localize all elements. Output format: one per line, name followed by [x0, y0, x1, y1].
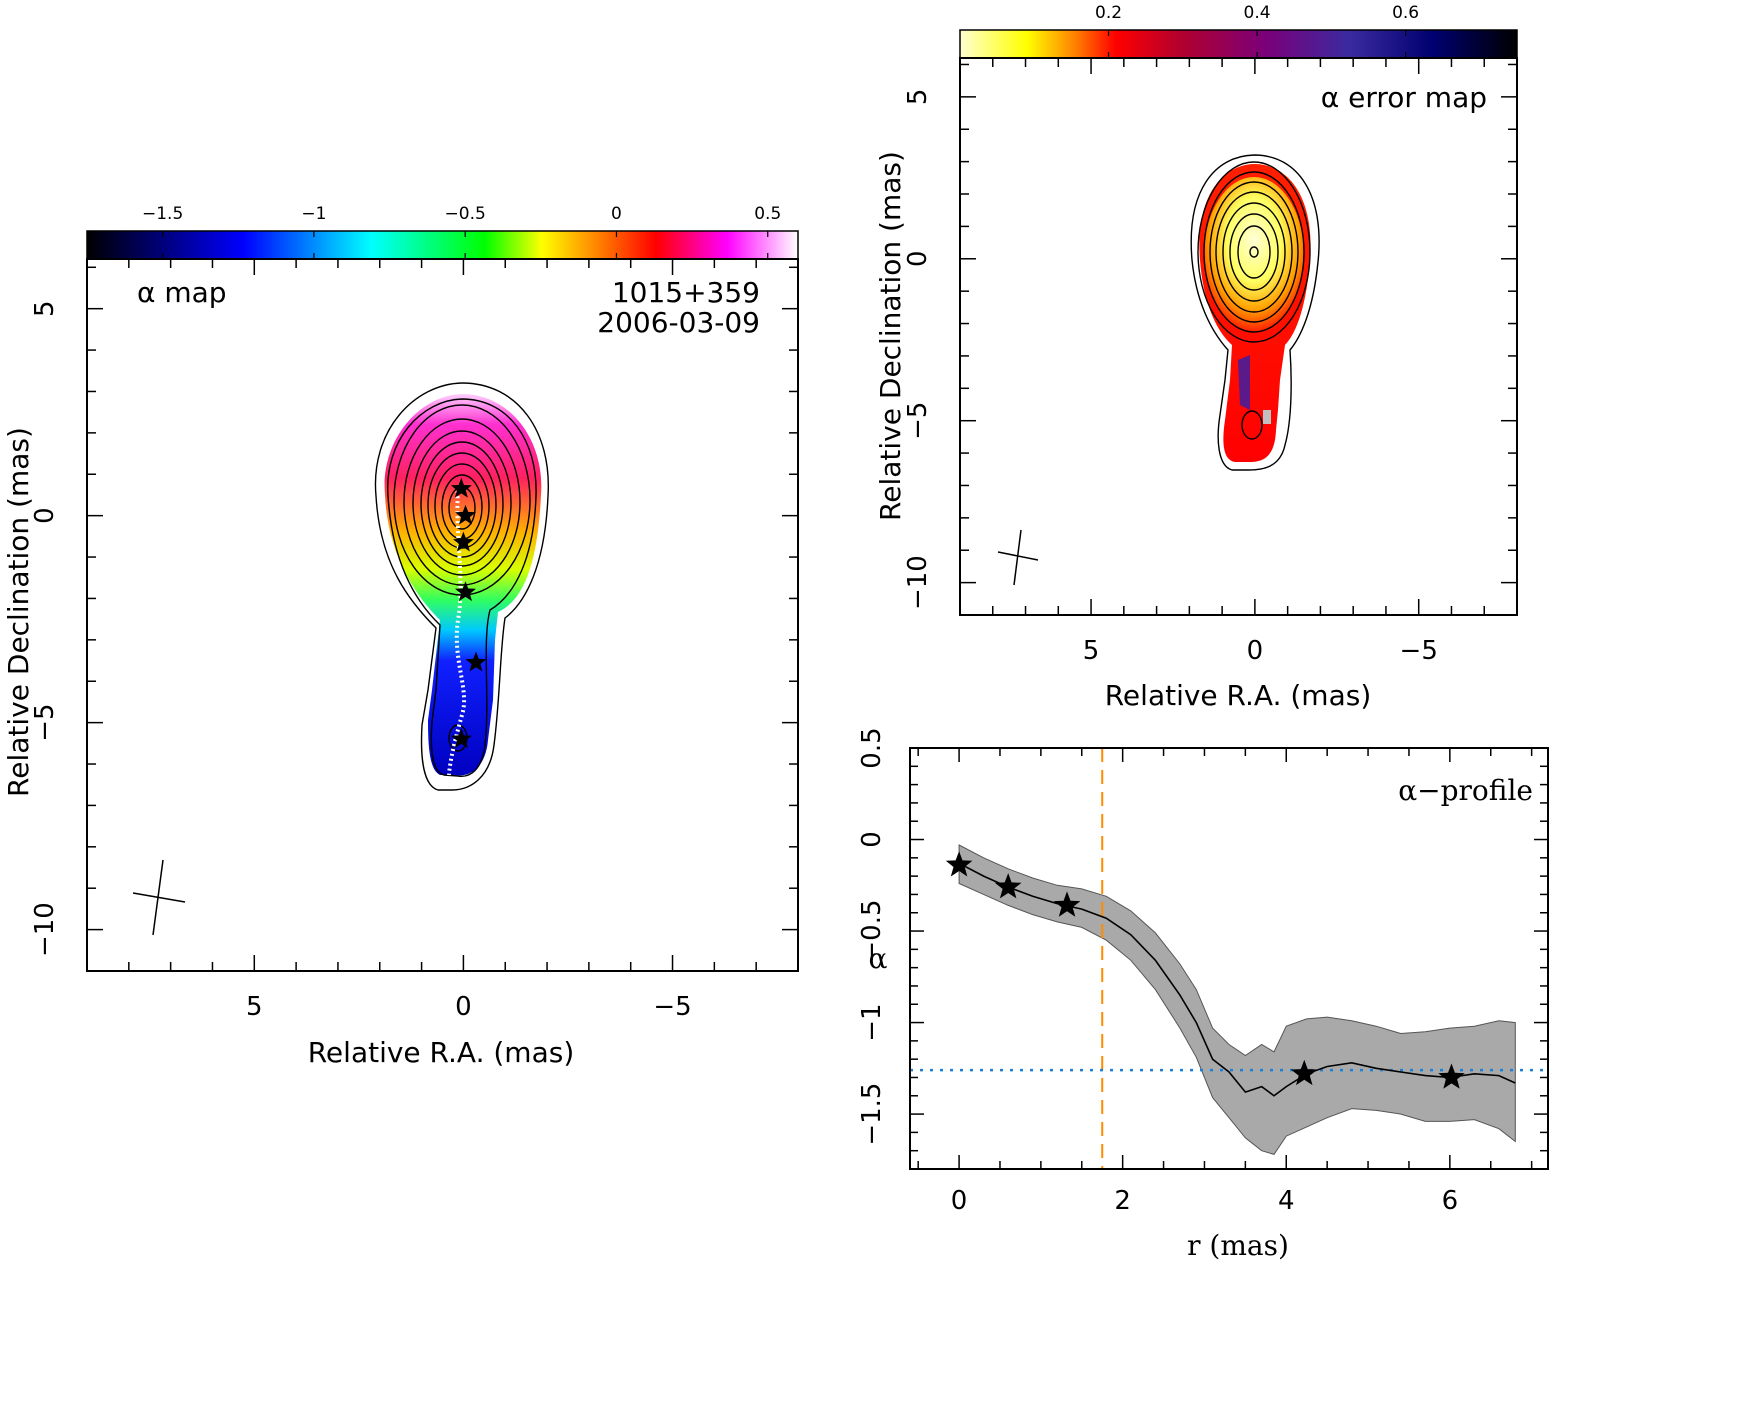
- component-star-marker: [455, 581, 476, 602]
- y-tick-label: 5: [903, 89, 933, 106]
- y-tick-label: −1.5: [857, 1083, 887, 1146]
- x-tick-label: −5: [653, 992, 691, 1022]
- profile-star-marker: [1438, 1063, 1465, 1089]
- y-tick-label: 0.5: [857, 727, 887, 768]
- profile-panel: 0 2 4 6 0.5 0 −0.5 −1 −1.5 α−profile r (mas) α: [857, 727, 1549, 1262]
- alpha-ylabel: Relative Declination (mas): [2, 427, 35, 797]
- colorbar-tick-label: −1: [301, 204, 326, 224]
- profile-xlabel: r (mas): [1187, 1229, 1289, 1262]
- x-tick-label: 4: [1278, 1186, 1295, 1216]
- alpha-colorbar-ticks: −1.5 −1 −0.5 0 0.5: [142, 204, 781, 259]
- alpha-map-panel: −1.5 −1 −0.5 0 0.5 5 0 −550−: [2, 204, 799, 1069]
- alpha-jet-image: [374, 382, 549, 791]
- x-tick-label: 0: [951, 1186, 968, 1216]
- error-plot-frame: [959, 57, 1518, 616]
- error-ylabel: Relative Declination (mas): [874, 151, 907, 521]
- y-tick-label: 0: [903, 251, 933, 268]
- colorbar-tick-label: 0.5: [754, 204, 781, 224]
- error-colorbar-ticks: 0.2 0.4 0.6: [1095, 3, 1419, 58]
- profile-plot-area: [910, 748, 1548, 1169]
- colorbar-tick-label: 0.2: [1095, 3, 1122, 23]
- profile-axes: 0 2 4 6 0.5 0 −0.5 −1 −1.5: [857, 727, 1548, 1216]
- profile-star-marker: [945, 851, 973, 877]
- profile-ylabel: α: [869, 942, 888, 975]
- x-tick-label: 0: [455, 992, 472, 1022]
- y-tick-label: 0: [857, 831, 887, 848]
- alpha-colorbar: [86, 230, 799, 260]
- error-colorbar: [959, 29, 1518, 59]
- y-tick-label: −5: [30, 703, 60, 741]
- y-tick-label: −5: [903, 402, 933, 440]
- profile-plot-frame: [909, 747, 1549, 1170]
- x-tick-label: 5: [246, 992, 263, 1022]
- y-tick-label: 0: [30, 507, 60, 524]
- error-axes: 5 0 −5 5 0 −5 −10: [903, 58, 1517, 666]
- component-star-marker: [450, 728, 472, 749]
- error-map-panel: 0.2 0.4 0.6 5 0 −5 5 0 −5 −10: [874, 3, 1518, 712]
- alpha-source-name: 1015+359: [612, 276, 760, 309]
- error-map-label: α error map: [1321, 81, 1487, 114]
- alpha-beam: [132, 859, 186, 936]
- component-star-marker: [453, 531, 474, 552]
- error-band: [958, 844, 1516, 1155]
- component-star-marker: [450, 477, 472, 498]
- alpha-obs-date: 2006-03-09: [597, 306, 760, 339]
- x-tick-label: 6: [1442, 1186, 1459, 1216]
- y-tick-label: −10: [30, 902, 60, 957]
- x-tick-label: −5: [1400, 636, 1438, 666]
- error-jet-image: [1190, 154, 1320, 471]
- y-tick-label: −0.5: [857, 899, 887, 962]
- profile-star-marker: [1053, 891, 1081, 917]
- alpha-axes: 5 0 −5 5 0 −5 −10: [30, 259, 798, 1022]
- component-star-marker: [465, 651, 487, 672]
- profile-star-marker: [994, 873, 1022, 899]
- colorbar-tick-label: −0.5: [445, 204, 486, 224]
- colorbar-tick-label: 0: [611, 204, 622, 224]
- profile-star-marker: [1290, 1059, 1318, 1086]
- y-tick-label: −1: [857, 1003, 887, 1041]
- colorbar-tick-label: −1.5: [142, 204, 183, 224]
- profile-label: α−profile: [1398, 774, 1533, 807]
- alpha-map-markers: [450, 477, 487, 749]
- colorbar-tick-label: 0.6: [1392, 3, 1419, 23]
- y-tick-label: 5: [30, 300, 60, 317]
- alpha-xlabel: Relative R.A. (mas): [308, 1036, 575, 1069]
- error-xlabel: Relative R.A. (mas): [1105, 679, 1372, 712]
- colorbar-tick-label: 0.4: [1244, 3, 1271, 23]
- component-star-marker: [455, 504, 476, 525]
- error-beam: [997, 529, 1039, 586]
- x-tick-label: 2: [1114, 1186, 1131, 1216]
- x-tick-label: 0: [1247, 636, 1264, 666]
- alpha-plot-frame: [86, 258, 799, 972]
- y-tick-label: −10: [903, 555, 933, 610]
- alpha-map-label: α map: [137, 276, 227, 309]
- x-tick-label: 5: [1083, 636, 1100, 666]
